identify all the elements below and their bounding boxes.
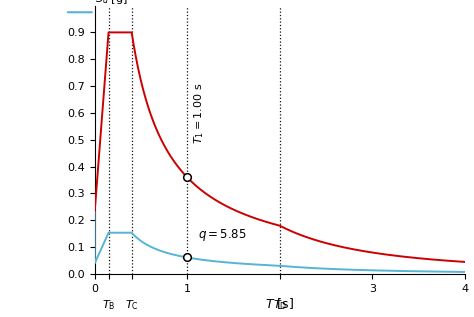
- Text: $S_d\ \mathrm{[g]}$: $S_d\ \mathrm{[g]}$: [95, 0, 128, 6]
- Text: $T_\mathrm{D}$: $T_\mathrm{D}$: [273, 298, 287, 312]
- X-axis label: $T\ \mathrm{[s]}$: $T\ \mathrm{[s]}$: [265, 296, 294, 311]
- Text: $T_\mathrm{C}$: $T_\mathrm{C}$: [125, 298, 138, 312]
- Text: $T_1 = 1.00\ \mathrm{s}$: $T_1 = 1.00\ \mathrm{s}$: [192, 82, 206, 144]
- Text: $T_\mathrm{B}$: $T_\mathrm{B}$: [102, 298, 115, 312]
- Text: $q = 5.85$: $q = 5.85$: [198, 227, 247, 243]
